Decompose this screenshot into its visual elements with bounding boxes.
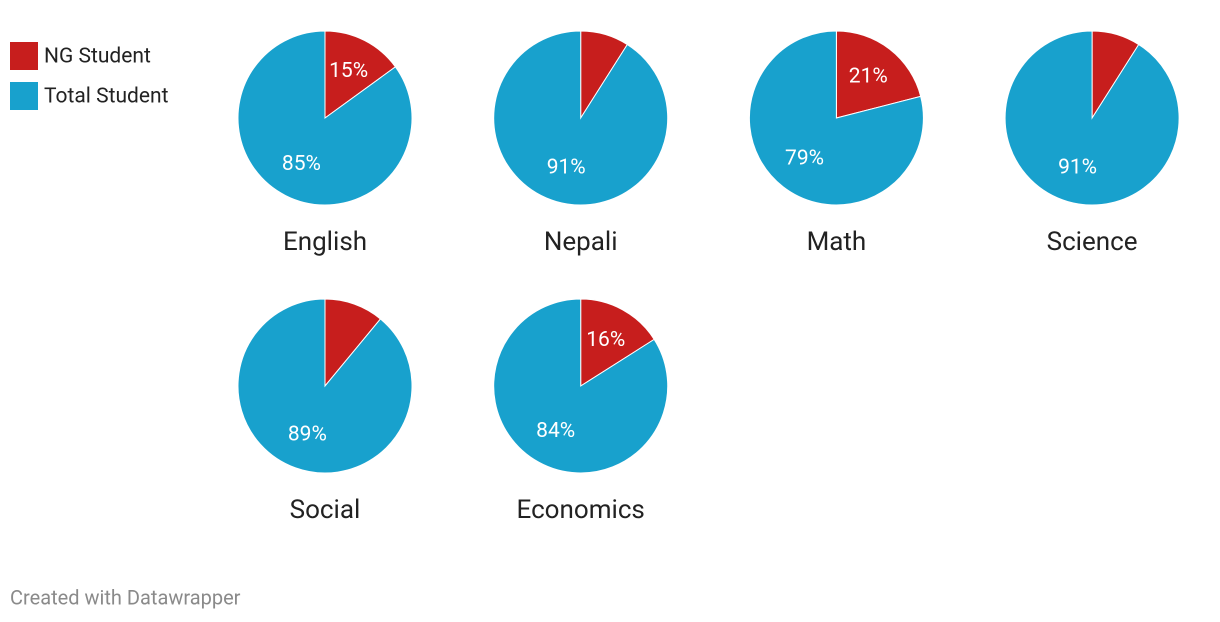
value-label: 85% [282,152,321,176]
value-label: 84% [536,419,575,443]
pie-slice [493,298,669,474]
value-label: 91% [547,155,586,179]
credit: Created with Datawrapper [10,585,241,609]
legend-swatch [10,42,38,70]
value-label: 16% [586,328,625,352]
pie-title: Science [1047,227,1138,257]
pie-slice [1004,30,1180,206]
pie-slice [493,30,669,206]
pie-slice [748,30,924,206]
value-label: 79% [785,147,824,171]
pie-title: Nepali [544,227,618,257]
pie-slice [835,30,922,119]
pie-slice [580,298,655,387]
pie-title: English [283,227,367,257]
legend-label: NG Student [44,45,151,69]
value-label: 15% [329,59,368,83]
legend-swatch [10,82,38,110]
pie-title: Economics [517,495,645,525]
pie-slice [324,30,397,119]
pie-slice [237,298,413,474]
pie-slice [237,30,413,206]
value-label: 91% [1058,155,1097,179]
legend-label: Total Student [44,85,169,109]
value-label: 21% [849,64,888,88]
pie-title: Social [290,495,361,525]
pie-title: Math [807,227,867,257]
value-label: 89% [288,422,327,446]
